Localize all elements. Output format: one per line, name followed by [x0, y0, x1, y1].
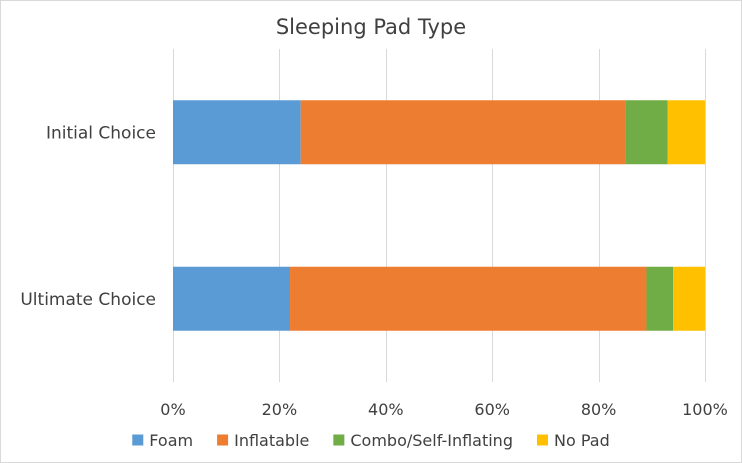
x-tick-label: 20%: [262, 400, 298, 419]
x-tick-label: 100%: [682, 400, 728, 419]
legend-label: Inflatable: [234, 431, 309, 450]
bar-segment: [646, 266, 674, 331]
x-tick-label: 40%: [368, 400, 404, 419]
legend-item: Foam: [132, 431, 193, 450]
legend-item: Combo/Self-Inflating: [333, 431, 513, 450]
legend-label: No Pad: [554, 431, 610, 450]
chart-title: Sleeping Pad Type: [276, 15, 466, 39]
legend-swatch: [536, 434, 548, 446]
x-axis-ticks: 0% 20% 40% 60% 80% 100%: [160, 400, 728, 419]
legend-swatch: [333, 434, 345, 446]
x-tick-label: 0%: [160, 400, 185, 419]
legend: Foam Inflatable Combo/Self-Inflating No Pad: [132, 431, 610, 450]
bar-segment: [673, 266, 705, 331]
legend-swatch: [217, 434, 229, 446]
x-tick-label: 80%: [581, 400, 617, 419]
gridlines: [173, 49, 706, 382]
bar-segment: [625, 100, 668, 165]
legend-label: Foam: [149, 431, 193, 450]
bar-segment: [667, 100, 705, 165]
category-label: Ultimate Choice: [20, 290, 156, 310]
bars: [173, 100, 705, 331]
bar-segment: [173, 100, 301, 165]
x-tick-label: 60%: [474, 400, 510, 419]
category-labels: Initial Choice Ultimate Choice: [20, 123, 156, 310]
bar-segment: [290, 266, 647, 331]
legend-item: No Pad: [536, 431, 610, 450]
category-label: Initial Choice: [46, 123, 156, 143]
bar-segment: [173, 266, 291, 331]
legend-item: Inflatable: [217, 431, 309, 450]
legend-swatch: [132, 434, 144, 446]
legend-label: Combo/Self-Inflating: [350, 431, 513, 450]
bar-segment: [300, 100, 626, 165]
